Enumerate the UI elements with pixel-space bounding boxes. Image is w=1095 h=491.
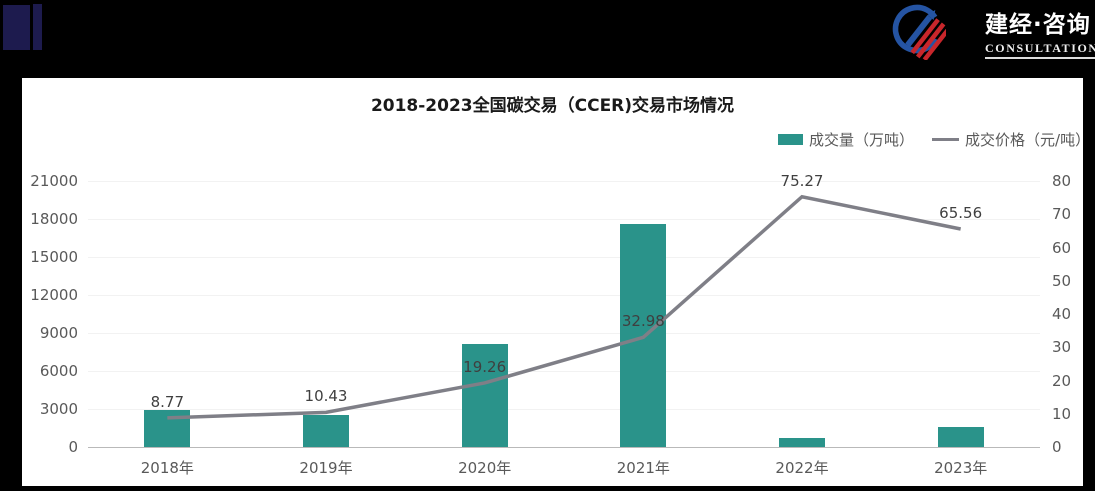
gridline <box>88 447 1040 448</box>
x-axis-label: 2018年 <box>140 459 194 477</box>
volume-swatch-icon <box>778 134 803 145</box>
left-axis-tick: 9000 <box>39 324 78 342</box>
chart-panel: 2018-2023全国碳交易（CCER)交易市场情况 成交量（万吨） 成交价格（… <box>22 78 1083 486</box>
volume-bar <box>144 410 191 447</box>
deco-square <box>3 5 30 50</box>
right-axis-tick: 40 <box>1052 305 1072 323</box>
volume-bar <box>779 437 825 447</box>
gridline <box>88 409 1040 410</box>
gridline <box>88 181 1040 182</box>
right-axis-tick: 0 <box>1052 438 1062 456</box>
right-axis-tick: 70 <box>1052 205 1072 224</box>
price-data-label: 19.26 <box>463 357 507 376</box>
gridline <box>88 295 1040 296</box>
deco-vertical-bar <box>33 4 42 50</box>
legend-item-price: 成交价格（元/吨） <box>932 129 1083 150</box>
company-logo-text: 建经·咨询 CONSULTATION <box>985 5 1095 59</box>
company-subtitle: CONSULTATION <box>985 41 1095 59</box>
gridline <box>88 371 1040 372</box>
x-axis-label: 2022年 <box>775 459 829 477</box>
x-axis-label: 2019年 <box>299 459 353 477</box>
right-axis-tick: 80 <box>1052 172 1072 190</box>
right-axis-tick: 10 <box>1052 404 1072 423</box>
gridline <box>88 333 1040 334</box>
price-data-label: 10.43 <box>304 387 348 406</box>
left-axis-tick: 15000 <box>30 248 78 266</box>
left-axis-tick: 6000 <box>39 362 78 380</box>
right-axis-tick: 50 <box>1052 271 1072 290</box>
x-axis-label: 2020年 <box>458 459 512 477</box>
legend-item-volume: 成交量（万吨） <box>778 129 914 150</box>
price-data-label: 75.27 <box>780 171 824 190</box>
price-data-label: 65.56 <box>939 204 983 222</box>
price-data-label: 32.98 <box>621 312 665 331</box>
gridline <box>88 219 1040 220</box>
gridline <box>88 257 1040 258</box>
legend-price-label: 成交价格（元/吨） <box>965 131 1083 149</box>
chart-title: 2018-2023全国碳交易（CCER)交易市场情况 <box>370 96 735 116</box>
right-axis-tick: 30 <box>1052 338 1072 357</box>
price-line-swatch-icon <box>932 137 960 142</box>
volume-bar <box>303 414 349 447</box>
company-name: 建经·咨询 <box>985 12 1091 38</box>
x-axis-label: 2023年 <box>934 459 988 477</box>
price-data-label: 8.77 <box>150 392 185 411</box>
left-axis-tick: 0 <box>68 438 78 456</box>
right-axis-tick: 60 <box>1052 238 1072 257</box>
left-axis-tick: 21000 <box>30 172 78 190</box>
x-axis-label: 2021年 <box>616 459 670 477</box>
company-emblem-icon <box>892 4 946 60</box>
right-axis-tick: 20 <box>1052 371 1072 390</box>
chart-legend: 成交量（万吨） 成交价格（元/吨） <box>778 129 1083 150</box>
volume-bar <box>620 224 667 447</box>
left-axis-tick: 3000 <box>39 400 78 418</box>
left-axis-tick: 12000 <box>30 286 78 304</box>
legend-volume-label: 成交量（万吨） <box>809 131 915 149</box>
left-axis-tick: 18000 <box>30 210 78 228</box>
volume-bar <box>937 427 984 447</box>
